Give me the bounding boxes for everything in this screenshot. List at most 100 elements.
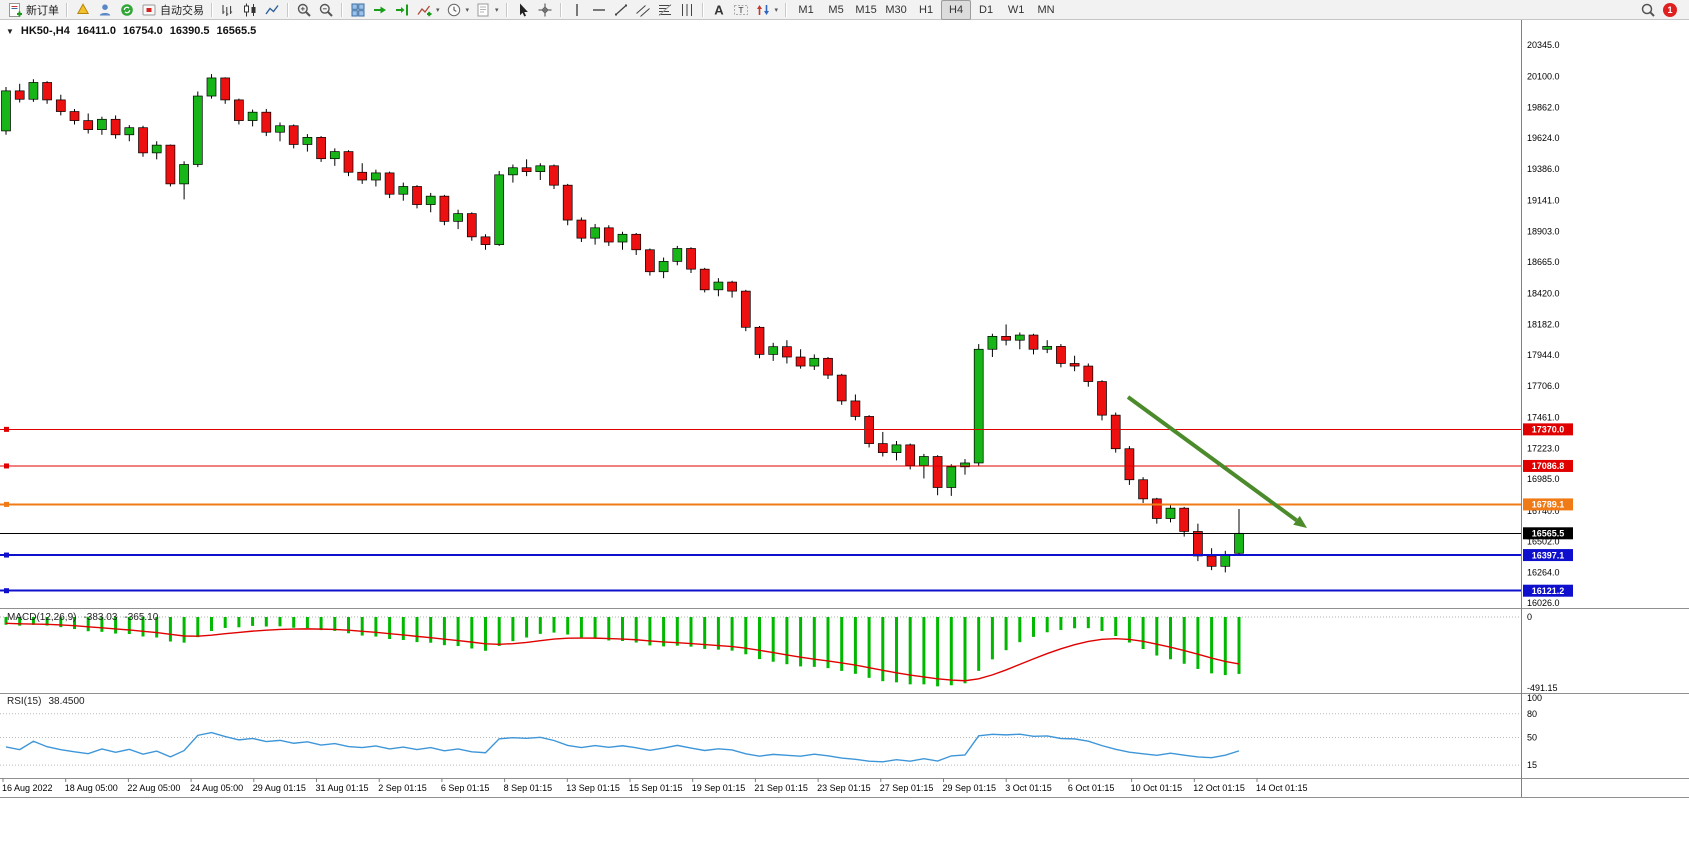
periods-button[interactable]: ▾ [443,0,473,20]
autotrading-button[interactable]: 自动交易 [138,0,207,20]
indicators-button[interactable]: ▾ [413,0,443,20]
text-button[interactable]: A [708,0,730,20]
tile-windows-button[interactable] [347,0,369,20]
auto-scroll-button[interactable] [369,0,391,20]
svg-text:17370.0: 17370.0 [1532,425,1565,435]
svg-text:16789.1: 16789.1 [1532,500,1565,510]
svg-text:27 Sep 01:15: 27 Sep 01:15 [880,783,934,793]
new-order-icon [9,2,22,17]
svg-text:15 Sep 01:15: 15 Sep 01:15 [629,783,683,793]
chart-shift-button[interactable] [391,0,413,20]
svg-text:16397.1: 16397.1 [1532,550,1565,560]
svg-text:6 Oct 01:15: 6 Oct 01:15 [1068,783,1115,793]
timeframe-label: H1 [919,3,934,16]
timeframe-label: MN [1037,3,1055,16]
symbol-dropdown-icon[interactable]: ▼ [6,26,14,36]
text-label-icon: T [733,4,748,15]
timeframe-label: W1 [1007,3,1025,16]
refresh-globe-icon [121,3,133,16]
timeframe-mn[interactable]: MN [1031,0,1061,20]
vertical-line-button[interactable] [566,0,588,20]
svg-text:18182.0: 18182.0 [1527,319,1560,329]
text-icon: A [714,2,724,17]
cycle-lines-icon [681,3,692,16]
toolbar-separator [701,2,704,17]
timeframe-d1[interactable]: D1 [971,0,1001,20]
dropdown-caret-icon: ▾ [436,6,440,14]
timeframe-h1[interactable]: H1 [911,0,941,20]
timeframe-w1[interactable]: W1 [1001,0,1031,20]
toolbar-separator [559,2,562,17]
svg-text:80: 80 [1527,709,1537,719]
macd-value: -383.03 [83,612,118,623]
timeframe-m15[interactable]: M15 [851,0,881,20]
svg-text:17086.8: 17086.8 [1532,461,1565,471]
trend-arrow-layer [1126,395,1307,528]
text-label-button[interactable]: T [730,0,752,20]
svg-text:10 Oct 01:15: 10 Oct 01:15 [1131,783,1183,793]
user-icon [99,3,111,15]
svg-text:20100.0: 20100.0 [1527,72,1560,82]
chart-canvas[interactable]: 20345.0 20100.0 19862.0 19624.0 19386.0 19141… [0,20,1689,859]
svg-text:23 Sep 01:15: 23 Sep 01:15 [817,783,871,793]
svg-text:20345.0: 20345.0 [1527,40,1560,50]
autotrading-stopped-icon [142,4,156,15]
crosshair-button[interactable] [534,0,556,20]
alerts-button[interactable] [72,0,94,20]
svg-text:19 Sep 01:15: 19 Sep 01:15 [692,783,746,793]
channel-button[interactable] [632,0,654,20]
svg-text:16740.0: 16740.0 [1527,506,1560,516]
horizontal-line-button[interactable] [588,0,610,20]
zoom-in-button[interactable] [293,0,315,20]
svg-text:16121.2: 16121.2 [1532,586,1565,596]
svg-text:18420.0: 18420.0 [1527,289,1560,299]
zoom-out-icon [319,3,333,17]
svg-text:16502.0: 16502.0 [1527,537,1560,547]
bar-chart-button[interactable] [217,0,239,20]
candles-layer [1,74,1244,573]
svg-text:14 Oct 01:15: 14 Oct 01:15 [1256,783,1308,793]
templates-button[interactable]: ▾ [472,0,502,20]
line-chart-icon [265,4,279,14]
notification-count: 1 [1667,4,1673,15]
timeframe-label: M30 [885,3,907,16]
arrows-button[interactable]: ▾ [752,0,782,20]
svg-text:6 Sep 01:15: 6 Sep 01:15 [441,783,490,793]
cursor-button[interactable] [512,0,534,20]
svg-text:16026.0: 16026.0 [1527,598,1560,608]
new-order-button[interactable]: 新订单 [4,0,62,20]
toolbar: 新订单 自动交易 [0,0,1689,20]
search-button[interactable] [1637,0,1659,20]
clock-icon [447,3,460,16]
toolbar-separator [785,2,788,17]
svg-text:19141.0: 19141.0 [1527,196,1560,206]
community-button[interactable] [94,0,116,20]
svg-text:22 Aug 05:00: 22 Aug 05:00 [127,783,180,793]
notification-badge[interactable]: 1 [1663,2,1677,17]
search-icon [1641,3,1655,17]
arrows-icon [756,4,769,15]
zoom-out-button[interactable] [315,0,337,20]
toolbar-separator [287,2,289,17]
svg-text:17944.0: 17944.0 [1527,350,1560,360]
toolbar-separator [505,2,508,17]
timeframe-h4[interactable]: H4 [941,0,972,20]
fibonacci-button[interactable] [654,0,676,20]
market-refresh-button[interactable] [116,0,138,20]
chart-shift-icon [396,4,408,15]
line-chart-button[interactable] [261,0,283,20]
timeframe-m5[interactable]: M5 [821,0,851,20]
dropdown-caret-icon: ▾ [495,6,499,14]
candlestick-chart-button[interactable] [239,0,261,20]
timeframe-m1[interactable]: M1 [791,0,821,20]
trendline-button[interactable] [610,0,632,20]
timeframe-m30[interactable]: M30 [881,0,911,20]
timeframe-label: H4 [949,3,964,16]
template-icon [477,3,489,16]
cycle-lines-button[interactable] [676,0,698,20]
chart-header: ▼ HK50-,H4 16411.0 16754.0 16390.5 16565… [6,25,256,37]
toolbar-separator [341,2,343,17]
chart-symbol: HK50-,H4 [20,25,70,37]
indicator-panels-layer [0,616,1521,766]
toolbar-separator [66,2,68,17]
